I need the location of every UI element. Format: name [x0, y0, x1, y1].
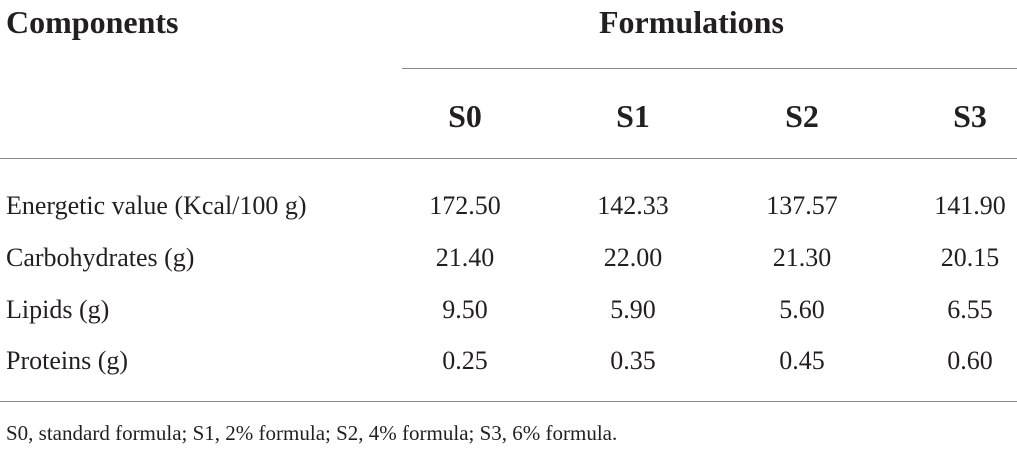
table-bottom-rule — [0, 401, 1017, 402]
table-cell: 137.57 — [766, 191, 838, 220]
table-cell: 142.33 — [597, 191, 669, 220]
table-cell: 0.35 — [610, 346, 656, 375]
table-cell: 22.00 — [603, 243, 663, 272]
formulations-underline — [402, 68, 1017, 69]
formulations-header: Formulations — [599, 4, 784, 40]
table-footnote: S0, standard formula; S1, 2% formula; S2… — [6, 421, 618, 445]
table-cell: 141.90 — [934, 191, 1006, 220]
column-header-s3: S3 — [953, 98, 987, 134]
header-bottom-rule — [0, 158, 1017, 159]
column-header-s2: S2 — [785, 98, 819, 134]
table-cell: 0.25 — [442, 346, 488, 375]
table-cell: 6.55 — [947, 295, 993, 324]
row-label-energetic-value: Energetic value (Kcal/100 g) — [6, 191, 307, 220]
table-cell: 0.60 — [947, 346, 993, 375]
row-label-proteins: Proteins (g) — [6, 346, 129, 375]
table-cell: 9.50 — [442, 295, 488, 324]
row-label-lipids: Lipids (g) — [6, 295, 110, 324]
row-label-carbohydrates: Carbohydrates (g) — [6, 243, 195, 272]
column-header-s1: S1 — [616, 98, 650, 134]
table-cell: 21.40 — [435, 243, 495, 272]
table-cell: 0.45 — [779, 346, 825, 375]
table-cell: 172.50 — [429, 191, 501, 220]
components-header: Components — [6, 4, 179, 40]
table-cell: 5.90 — [610, 295, 656, 324]
table-cell: 20.15 — [940, 243, 1000, 272]
table-cell: 21.30 — [772, 243, 832, 272]
column-header-s0: S0 — [448, 98, 482, 134]
table-cell: 5.60 — [779, 295, 825, 324]
